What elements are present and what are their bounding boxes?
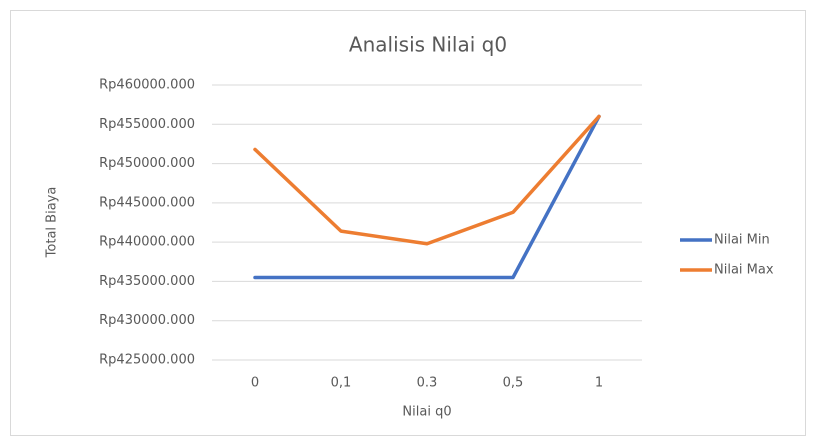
y-tick-label: Rp430000.000 [99, 313, 195, 328]
x-tick-label: 0.3 [417, 376, 438, 391]
x-tick-label: 0,5 [503, 376, 524, 391]
chart-border [10, 10, 806, 436]
y-tick-label: Rp450000.000 [99, 156, 195, 171]
y-tick-label: Rp435000.000 [99, 274, 195, 289]
x-tick-label: 0,1 [331, 376, 352, 391]
line-series [253, 114, 601, 246]
x-tick-label: 1 [595, 376, 603, 391]
legend-label: Nilai Min [714, 233, 770, 248]
y-tick-label: Rp460000.000 [99, 78, 195, 93]
chart-title: Analisis Nilai q0 [349, 33, 507, 57]
line-series [253, 114, 601, 280]
y-tick-label: Rp445000.000 [99, 195, 195, 210]
x-axis-title: Nilai q0 [402, 405, 451, 420]
y-tick-label: Rp425000.000 [99, 353, 195, 368]
y-tick-label: Rp455000.000 [99, 117, 195, 132]
x-tick-label: 0 [251, 376, 259, 391]
y-axis-title: Total Biaya [45, 187, 60, 259]
legend-label: Nilai Max [714, 263, 774, 278]
y-tick-label: Rp440000.000 [99, 235, 195, 250]
